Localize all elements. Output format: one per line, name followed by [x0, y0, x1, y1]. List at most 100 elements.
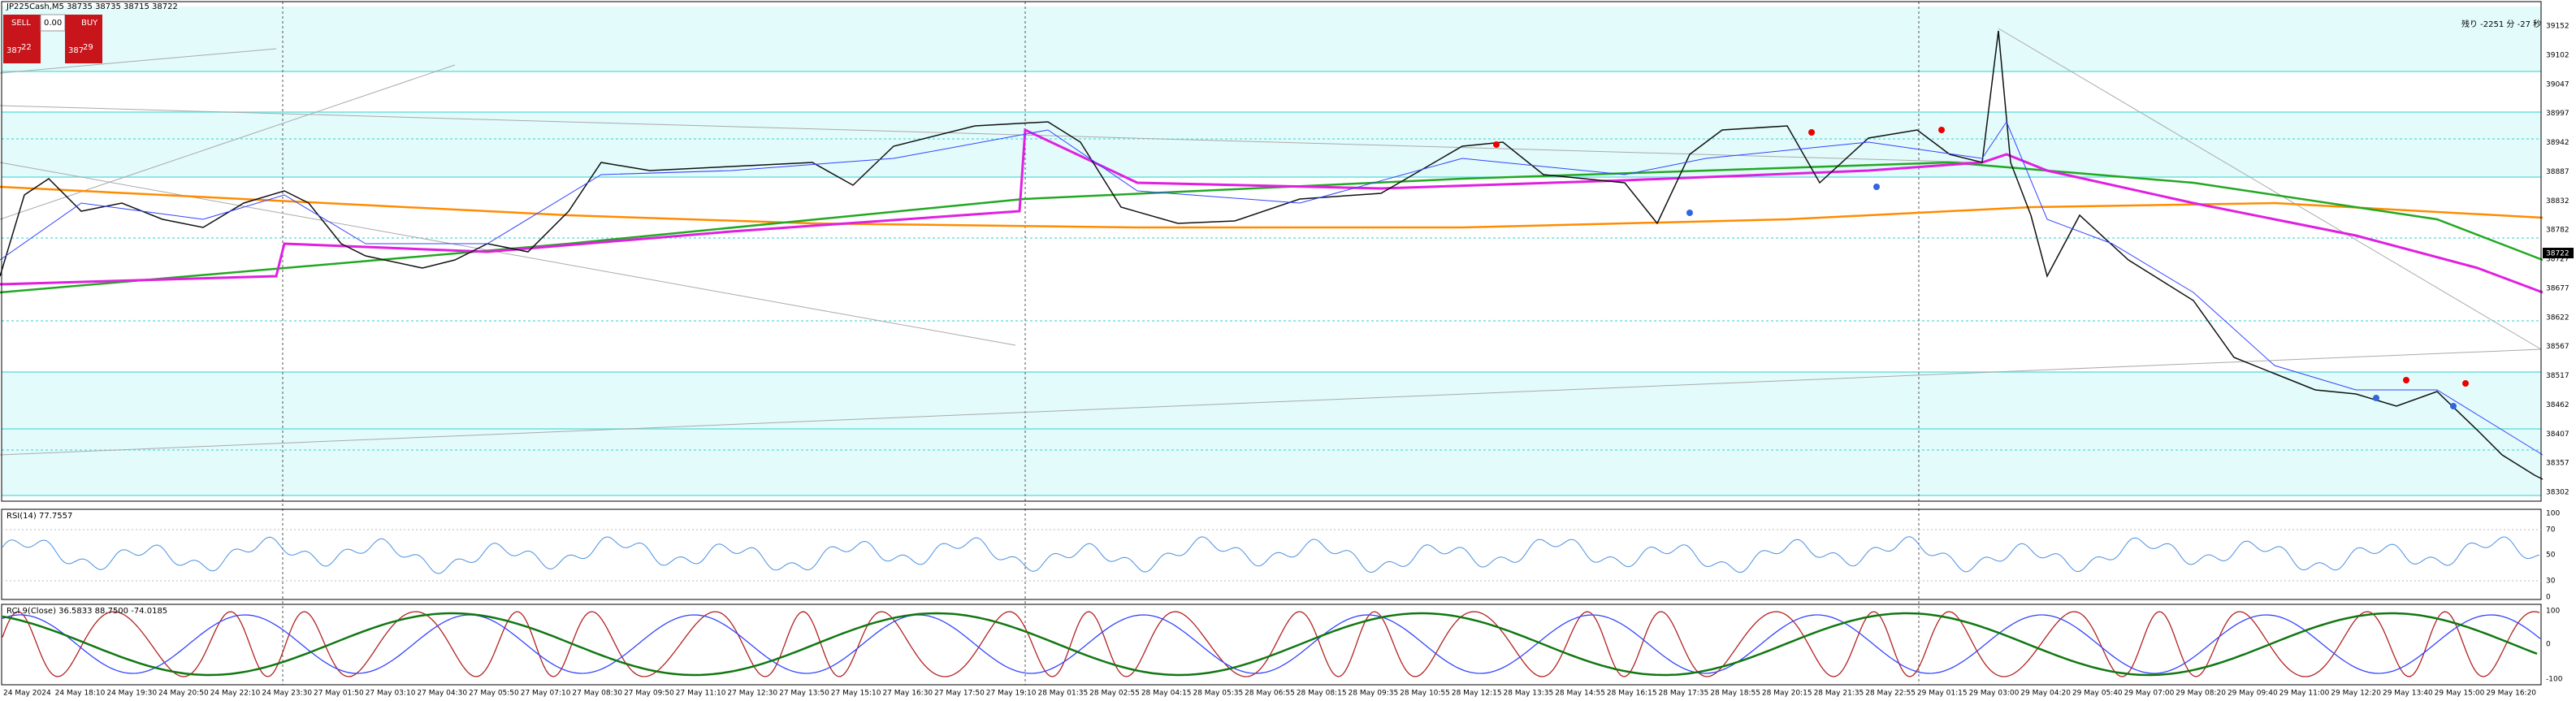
- rsi-axis-label: 100: [2546, 510, 2560, 518]
- time-label: 28 May 18:55: [1710, 690, 1760, 698]
- time-label: 28 May 20:15: [1762, 690, 1812, 698]
- buy-price-main: 29: [83, 43, 93, 52]
- time-label: 29 May 12:20: [2331, 690, 2381, 698]
- signal-dots: [1493, 127, 2469, 409]
- rsi-axis-label: 70: [2546, 526, 2556, 534]
- buy-button[interactable]: [65, 15, 102, 63]
- signal-dot: [1493, 141, 1500, 148]
- signal-dot: [1873, 184, 1880, 190]
- trend-lines: [0, 28, 2542, 456]
- time-label: 29 May 01:15: [1917, 690, 1968, 698]
- level-lines: [2, 71, 2541, 496]
- signal-dot: [2373, 395, 2379, 401]
- time-label: 28 May 06:55: [1245, 690, 1295, 698]
- trend-line: [1998, 28, 2542, 350]
- time-label: 29 May 16:20: [2486, 690, 2536, 698]
- price-label: 38832: [2546, 197, 2570, 206]
- time-label: 29 May 13:40: [2383, 690, 2433, 698]
- price-label: 39047: [2546, 80, 2570, 89]
- time-label: 28 May 17:35: [1659, 690, 1709, 698]
- time-label: 24 May 19:30: [106, 690, 157, 698]
- price-label: 38942: [2546, 139, 2570, 147]
- time-label: 28 May 12:15: [1452, 690, 1502, 698]
- price-label: 38407: [2546, 431, 2570, 439]
- price-label: 38302: [2546, 489, 2570, 497]
- signal-dot: [2403, 377, 2409, 383]
- rci-axis-label: -100: [2546, 676, 2563, 684]
- countdown: 残り -2251 分 -27 秒: [2461, 19, 2541, 29]
- zone: [2, 429, 2541, 495]
- time-label: 27 May 12:30: [727, 690, 777, 698]
- trend-line: [0, 162, 1016, 346]
- time-label: 28 May 14:55: [1555, 690, 1605, 698]
- time-label: 29 May 04:20: [2020, 690, 2071, 698]
- price-label: 39152: [2546, 23, 2570, 31]
- time-label: 27 May 07:10: [521, 690, 571, 698]
- time-label: 28 May 05:35: [1193, 690, 1243, 698]
- zones: [2, 6, 2541, 495]
- time-label: 27 May 09:50: [624, 690, 674, 698]
- zone: [2, 112, 2541, 177]
- rci-line: [2, 612, 2538, 677]
- time-label: 29 May 05:40: [2072, 690, 2123, 698]
- symbol-info: JP225Cash,M5 38735 38735 38715 38722: [6, 2, 178, 11]
- rci-panel-frame: [1, 604, 2542, 686]
- signal-dot: [1938, 127, 1945, 133]
- time-label: 28 May 22:55: [1865, 690, 1916, 698]
- buy-price-prefix: 387: [68, 46, 84, 55]
- time-label: 28 May 10:55: [1400, 690, 1450, 698]
- time-label: 29 May 03:00: [1969, 690, 2020, 698]
- time-label: 28 May 21:35: [1814, 690, 1864, 698]
- current-price-box: [2543, 248, 2574, 258]
- price-label: 38727: [2546, 256, 2570, 264]
- time-label: 28 May 04:15: [1141, 690, 1192, 698]
- rsi-title: RSI(14) 77.7557: [6, 512, 72, 521]
- rsi-axis-label: 50: [2546, 552, 2556, 560]
- trend-line: [0, 105, 1983, 163]
- time-label: 24 May 18:10: [55, 690, 106, 698]
- time-label: 29 May 07:00: [2124, 690, 2175, 698]
- signal-dot: [2462, 380, 2469, 387]
- ma-line: [0, 128, 2544, 294]
- time-label: 24 May 22:10: [210, 690, 261, 698]
- rsi-line: [2, 536, 2540, 574]
- rci-line: [2, 614, 2541, 674]
- time-label: 27 May 04:30: [417, 690, 467, 698]
- time-label: 28 May 09:35: [1349, 690, 1399, 698]
- time-label: 29 May 15:00: [2435, 690, 2485, 698]
- signal-dot: [1686, 210, 1693, 216]
- price-label: 38622: [2546, 314, 2570, 322]
- trend-line: [0, 64, 456, 220]
- zone: [2, 6, 2541, 71]
- rsi-axis-label: 30: [2546, 578, 2556, 586]
- price-label: 38887: [2546, 168, 2570, 176]
- time-label: 28 May 02:55: [1089, 690, 1140, 698]
- time-label: 27 May 13:50: [779, 690, 829, 698]
- time-label: 29 May 08:20: [2176, 690, 2226, 698]
- time-label: 27 May 11:10: [676, 690, 726, 698]
- sell-price-prefix: 387: [6, 46, 22, 55]
- time-label: 27 May 19:10: [986, 690, 1037, 698]
- time-label: 27 May 15:10: [831, 690, 881, 698]
- one-click-panel: SELL 0.00 BUY 387 22 387 29: [3, 14, 102, 63]
- time-label: 28 May 08:15: [1297, 690, 1347, 698]
- sell-label: SELL: [11, 19, 31, 28]
- time-label: 27 May 17:50: [934, 690, 985, 698]
- rsi-levels: [2, 529, 2541, 582]
- time-label: 27 May 01:50: [314, 690, 364, 698]
- price-label: 38357: [2546, 460, 2570, 468]
- sell-button[interactable]: [3, 15, 41, 63]
- signal-dot: [2450, 403, 2457, 409]
- rci-axis-label: 100: [2546, 608, 2560, 616]
- ma-line: [0, 185, 2544, 229]
- rci-axis-label: 0: [2546, 641, 2551, 649]
- trend-line: [0, 348, 2542, 456]
- buy-label: BUY: [81, 19, 98, 28]
- rsi-panel-frame: [1, 508, 2542, 600]
- ma-line: [0, 161, 2544, 294]
- time-label: 27 May 03:10: [366, 690, 416, 698]
- time-label: 28 May 01:35: [1037, 690, 1088, 698]
